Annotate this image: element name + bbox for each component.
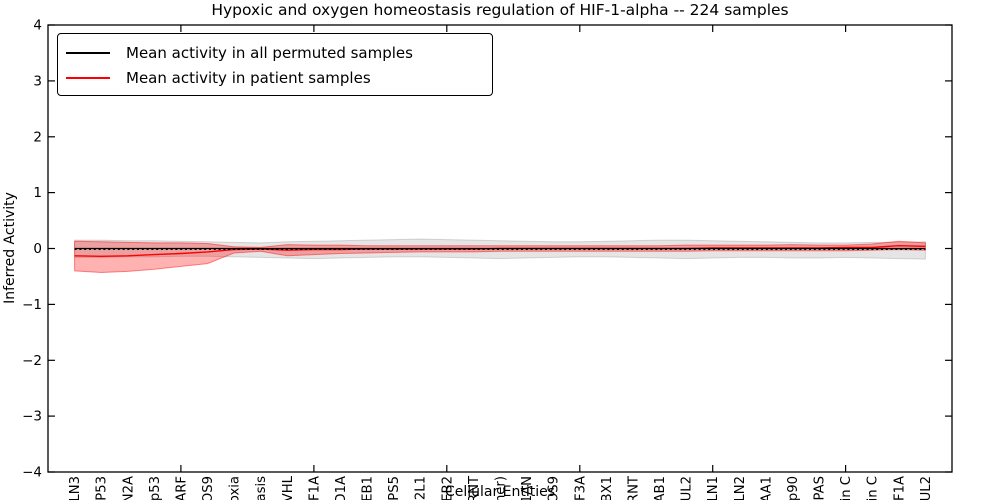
entity-label: HIF1A/p53 — [148, 476, 163, 500]
chart-title: Hypoxic and oxygen homeostasis regulatio… — [211, 1, 789, 19]
entity-label: RACK1/Elongin B/Elongin C — [866, 476, 881, 500]
entity-label: TP53 — [95, 476, 110, 500]
entity-label: CDKN2A — [121, 476, 136, 500]
entity-label: ARNT — [467, 475, 482, 500]
entity-label: TCEB1 — [361, 476, 376, 500]
confidence-bands — [74, 238, 926, 274]
entity-label: HIF1A — [307, 476, 322, 500]
y-tick-label: 0 — [33, 241, 42, 257]
entity-label: HSP90AA1 — [759, 476, 774, 500]
mean-lines — [74, 244, 926, 258]
entity-label: PHD1-3/OS9 — [201, 476, 216, 500]
legend: Mean activity in all permuted samples Me… — [57, 33, 493, 96]
entity-label: response to hypoxia — [228, 476, 243, 500]
entity-label: GNB2L1 — [414, 476, 429, 500]
x-entity-labels: EGLN3 TP53 CDKN2A HIF1A/p53 HIF1A/p19ARF PHD1… — [68, 475, 934, 500]
x-axis-label: Cellular Entities — [444, 484, 556, 500]
entity-label: EGLN2 — [733, 476, 748, 500]
patient-line-sample — [66, 77, 110, 80]
legend-label-permuted: Mean activity in all permuted samples — [126, 43, 413, 62]
y-tick-label: 3 — [33, 73, 42, 89]
y-tick-label: −2 — [22, 353, 42, 369]
entity-label: ARNT/IPAS — [813, 476, 828, 500]
entity-label: EGLN1 — [706, 476, 721, 500]
y-tick-label: −1 — [22, 297, 42, 313]
entity-label: RBX1 — [600, 476, 615, 500]
entity-label: HIF1AN — [520, 476, 535, 500]
entity-label: OS9 — [547, 476, 562, 500]
entity-label: COPS5 — [387, 476, 402, 500]
legend-item-patient: Mean activity in patient samples — [66, 66, 482, 92]
y-tick-labels: 4 3 2 1 0 −1 −2 −3 −4 — [22, 18, 42, 481]
entity-label: FIH (dimer) — [494, 476, 509, 500]
legend-item-permuted: Mean activity in all permuted samples — [66, 40, 482, 66]
y-tick-label: 4 — [33, 18, 42, 34]
y-tick-label: −3 — [22, 409, 42, 425]
entity-label: HIF1A/RACK1/Elongin B/Elongin C — [839, 476, 854, 500]
entity-label: HIF1A/p19ARF — [174, 476, 189, 500]
entity-label: VHL/Elongin B/Elongin C/RBX1/CUL2/HIF1A — [892, 476, 907, 500]
y-tick-label: −4 — [22, 465, 42, 481]
entity-label: VHL/Elongin B/Elongin C/RBX1/CUL2 — [919, 476, 934, 500]
y-tick-label: 1 — [33, 185, 42, 201]
entity-label: HIF1A/ARNT — [626, 475, 641, 500]
entity-label: ARD1A — [334, 476, 349, 500]
entity-label: HIF1A/JAB1 — [653, 476, 668, 500]
axis-ticks — [48, 24, 952, 473]
legend-label-patient: Mean activity in patient samples — [126, 69, 371, 88]
y-tick-label: 2 — [33, 129, 42, 145]
entity-label: HIF3A — [573, 476, 588, 500]
permuted-line-sample — [66, 51, 110, 54]
entity-label: VHL — [281, 475, 296, 500]
entity-label: HIF1A/Hsp90 — [786, 476, 801, 500]
entity-label: oxygen homeostasis — [254, 476, 269, 500]
entity-label: CUL2 — [680, 476, 695, 500]
entity-label: TCEB2 — [440, 476, 455, 500]
entity-label: EGLN3 — [68, 476, 83, 500]
